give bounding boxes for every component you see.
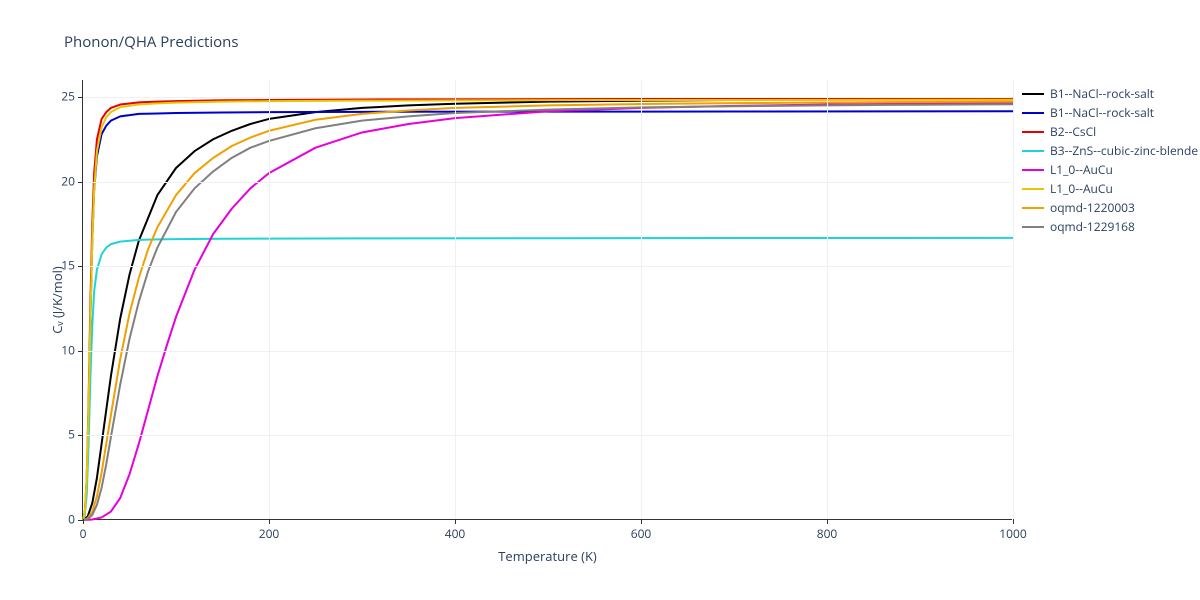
y-tick-label: 5: [68, 426, 75, 443]
x-tick-label: 600: [631, 525, 652, 542]
legend-item[interactable]: B1--NaCl--rock-salt: [1022, 103, 1198, 122]
series-line[interactable]: [83, 104, 1013, 520]
legend-swatch: [1022, 112, 1044, 114]
grid-line-v: [827, 80, 828, 519]
grid-line-h: [83, 435, 1012, 436]
grid-line-h: [83, 266, 1012, 267]
x-tick-mark: [83, 519, 84, 524]
x-tick-label: 200: [259, 525, 280, 542]
chart-container: Phonon/QHA Predictions Temperature (K) C…: [0, 0, 1200, 600]
x-tick-label: 800: [817, 525, 838, 542]
y-tick-mark: [78, 182, 83, 183]
y-tick-mark: [78, 435, 83, 436]
series-line[interactable]: [83, 99, 1013, 520]
plot-area[interactable]: Temperature (K) Cᵥ (J/K/mol) 02004006008…: [82, 80, 1012, 520]
y-tick-mark: [78, 266, 83, 267]
y-tick-label: 15: [61, 257, 75, 274]
legend-item[interactable]: B3--ZnS--cubic-zinc-blende: [1022, 141, 1198, 160]
chart-title: Phonon/QHA Predictions: [64, 32, 239, 52]
legend-swatch: [1022, 207, 1044, 209]
x-tick-mark: [269, 519, 270, 524]
grid-line-v: [641, 80, 642, 519]
series-line[interactable]: [83, 99, 1013, 520]
legend: B1--NaCl--rock-salt B1--NaCl--rock-salt B2…: [1022, 84, 1198, 236]
legend-swatch: [1022, 93, 1044, 95]
y-tick-mark: [78, 520, 83, 521]
y-tick-mark: [78, 351, 83, 352]
x-tick-mark: [455, 519, 456, 524]
y-tick-label: 25: [61, 87, 75, 104]
legend-label: B1--NaCl--rock-salt: [1050, 104, 1154, 121]
series-layer: [83, 80, 1013, 520]
legend-label: B2--CsCl: [1050, 123, 1096, 140]
x-axis-label: Temperature (K): [498, 547, 597, 565]
legend-label: L1_0--AuCu: [1050, 180, 1113, 197]
legend-item[interactable]: L1_0--AuCu: [1022, 179, 1198, 198]
grid-line-v: [269, 80, 270, 519]
series-line[interactable]: [83, 111, 1013, 520]
legend-label: oqmd-1229168: [1050, 218, 1135, 235]
legend-item[interactable]: B2--CsCl: [1022, 122, 1198, 141]
legend-item[interactable]: oqmd-1220003: [1022, 198, 1198, 217]
legend-item[interactable]: B1--NaCl--rock-salt: [1022, 84, 1198, 103]
grid-line-h: [83, 97, 1012, 98]
series-line[interactable]: [83, 100, 1013, 520]
series-line[interactable]: [83, 238, 1013, 520]
x-tick-label: 400: [445, 525, 466, 542]
legend-item[interactable]: L1_0--AuCu: [1022, 160, 1198, 179]
y-tick-label: 10: [61, 341, 75, 358]
x-tick-mark: [1013, 519, 1014, 524]
grid-line-h: [83, 351, 1012, 352]
x-tick-mark: [827, 519, 828, 524]
legend-label: B3--ZnS--cubic-zinc-blende: [1050, 142, 1198, 159]
legend-swatch: [1022, 131, 1044, 133]
legend-swatch: [1022, 150, 1044, 152]
legend-label: oqmd-1220003: [1050, 199, 1135, 216]
grid-line-h: [83, 182, 1012, 183]
legend-label: L1_0--AuCu: [1050, 161, 1113, 178]
y-tick-label: 20: [61, 172, 75, 189]
x-tick-label: 0: [80, 525, 87, 542]
x-tick-mark: [641, 519, 642, 524]
legend-label: B1--NaCl--rock-salt: [1050, 85, 1154, 102]
y-tick-mark: [78, 97, 83, 98]
legend-item[interactable]: oqmd-1229168: [1022, 217, 1198, 236]
legend-swatch: [1022, 169, 1044, 171]
legend-swatch: [1022, 188, 1044, 190]
x-tick-label: 1000: [999, 525, 1026, 542]
grid-line-v: [455, 80, 456, 519]
legend-swatch: [1022, 226, 1044, 228]
y-tick-label: 0: [68, 511, 75, 528]
grid-line-v: [1013, 80, 1014, 519]
y-axis-label: Cᵥ (J/K/mol): [48, 266, 66, 334]
